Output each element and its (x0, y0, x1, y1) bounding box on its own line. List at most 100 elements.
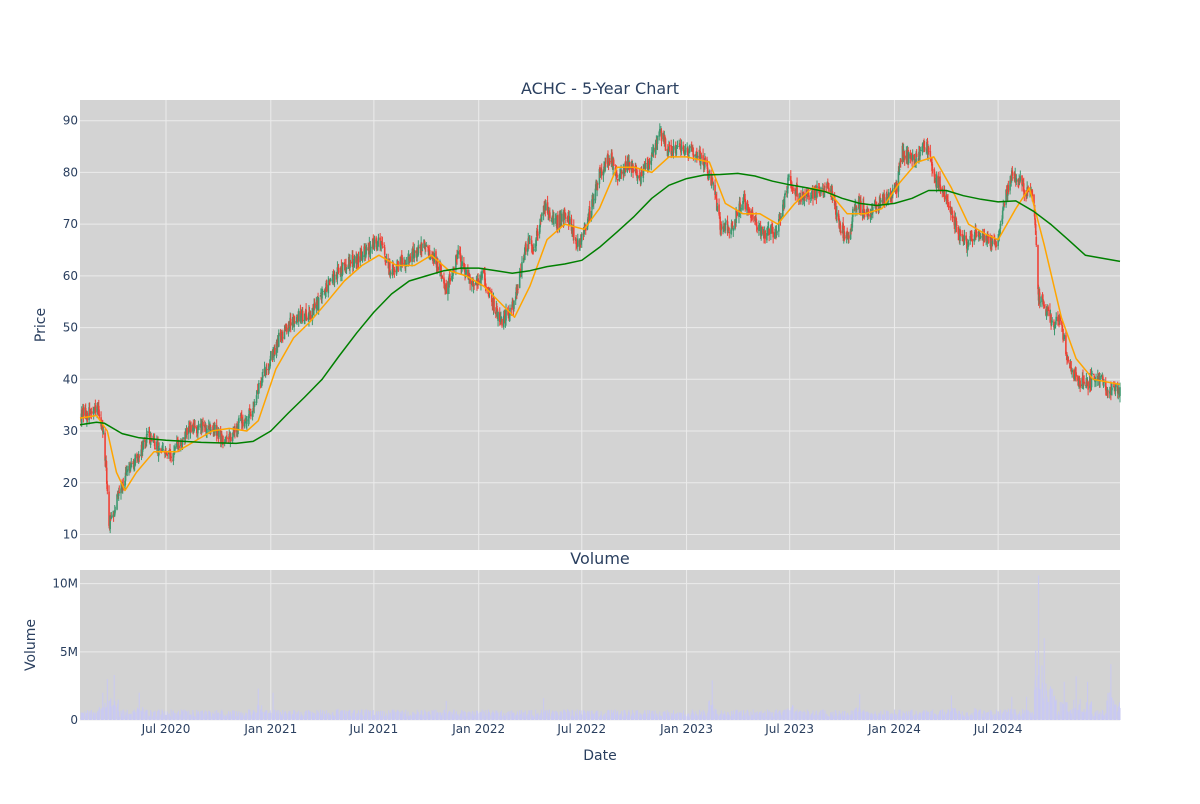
volume-bar (494, 713, 495, 720)
volume-bar (187, 711, 188, 720)
candle-body (713, 183, 715, 184)
candle-body (371, 247, 373, 248)
candle-body (681, 146, 683, 151)
volume-bar (785, 710, 786, 720)
volume-bar (557, 715, 558, 720)
volume-bar (123, 710, 124, 720)
candle-body (932, 169, 934, 170)
candle-body (408, 255, 410, 256)
volume-bar (1016, 715, 1017, 720)
candle-body (744, 199, 746, 209)
volume-bar (378, 711, 379, 720)
volume-bar (139, 693, 140, 720)
candle-body (811, 196, 813, 199)
volume-bar (537, 713, 538, 720)
candle-body (653, 148, 655, 152)
volume-bar (637, 710, 638, 720)
candle-body (278, 333, 280, 347)
candle-body (764, 231, 766, 239)
volume-bar (422, 715, 423, 720)
candle-body (1008, 185, 1010, 192)
candle-body (298, 311, 300, 322)
candle-body (717, 206, 719, 211)
candle-body (964, 235, 966, 239)
candle-body (649, 161, 651, 164)
volume-bar (801, 711, 802, 720)
candle-body (732, 228, 734, 231)
volume-bar (816, 715, 817, 720)
volume-bar (226, 714, 227, 720)
volume-bar (250, 715, 251, 720)
volume-bar (99, 707, 100, 720)
volume-bar (513, 713, 514, 720)
volume-bar (478, 713, 479, 720)
volume-bar (470, 712, 471, 720)
volume-bar (713, 711, 714, 720)
candle-body (174, 446, 176, 449)
volume-bar (1036, 687, 1037, 720)
candle-body (657, 136, 659, 144)
volume-bar (246, 713, 247, 720)
candle-body (992, 241, 994, 244)
volume-bar (438, 713, 439, 720)
volume-bar (641, 715, 642, 720)
candle-body (501, 317, 503, 318)
volume-bar (581, 714, 582, 720)
candle-body (936, 175, 938, 188)
volume-bar (980, 709, 981, 720)
volume-bar (462, 711, 463, 720)
candle-body (728, 232, 730, 233)
candle-body (633, 170, 635, 171)
volume-bar (920, 713, 921, 720)
volume-bar (370, 711, 371, 720)
candle-body (928, 148, 930, 152)
volume-bar (952, 708, 953, 720)
candle-body (852, 209, 854, 217)
volume-bar (1064, 682, 1065, 720)
volume-bar (653, 714, 654, 720)
candle-body (118, 492, 120, 493)
volume-bar (326, 710, 327, 720)
volume-bar (717, 714, 718, 720)
candle-body (410, 256, 412, 261)
candle-body (956, 221, 958, 226)
volume-bar (414, 713, 415, 720)
volume-bar (569, 712, 570, 720)
volume-bar (589, 714, 590, 720)
candle-body (629, 162, 631, 169)
candle-body (170, 456, 172, 458)
candle-body (621, 172, 623, 174)
volume-bar (1028, 710, 1029, 720)
candle-body (641, 170, 643, 176)
candle-body (689, 146, 691, 153)
candle-body (673, 146, 675, 153)
candle-body (326, 285, 328, 292)
volume-bar (733, 710, 734, 720)
candle-body (669, 145, 671, 147)
volume-bar (1100, 712, 1101, 720)
volume-bar (207, 715, 208, 720)
candle-body (342, 263, 344, 275)
volume-bar (705, 716, 706, 720)
candle-body (685, 150, 687, 153)
volume-bar (793, 706, 794, 720)
volume-bar (888, 715, 889, 720)
volume-bar (976, 709, 977, 720)
candle-body (214, 425, 216, 433)
candle-body (948, 202, 950, 207)
volume-bar (322, 710, 323, 720)
volume-bar (840, 713, 841, 720)
candle-body (988, 237, 990, 238)
candle-body (736, 212, 738, 215)
volume-bar (171, 709, 172, 720)
volume-bar (517, 715, 518, 720)
volume-bar (87, 710, 88, 720)
volume-bar (290, 715, 291, 720)
candle-body (318, 298, 320, 310)
volume-bar (541, 712, 542, 720)
candle-body (461, 261, 463, 266)
candle-body (721, 224, 723, 230)
volume-bar (135, 712, 136, 720)
volume-bar (199, 714, 200, 720)
